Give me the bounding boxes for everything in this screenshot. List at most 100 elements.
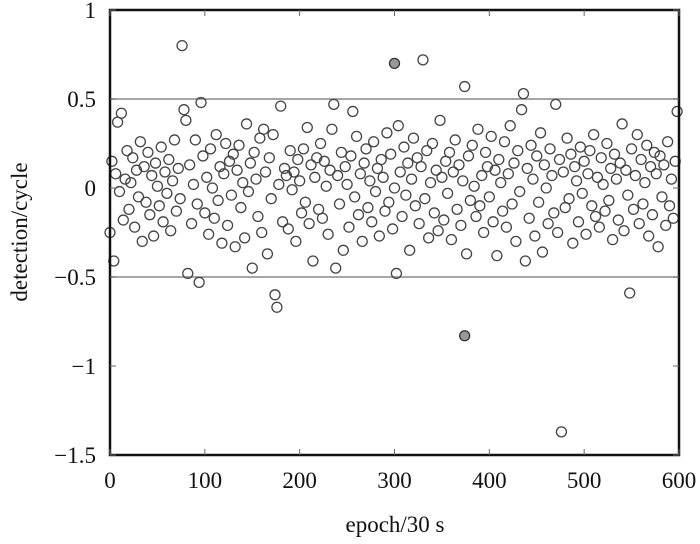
data-point — [593, 221, 605, 233]
data-point — [436, 171, 448, 183]
data-point — [218, 168, 230, 180]
data-point — [349, 191, 361, 203]
reference-lines — [110, 98, 679, 278]
data-point — [588, 128, 600, 141]
data-point — [265, 193, 277, 205]
data-point — [421, 144, 433, 157]
data-point — [159, 166, 171, 178]
data-point — [125, 177, 137, 189]
data-point — [184, 159, 196, 171]
data-point — [443, 146, 456, 159]
data-point — [485, 130, 497, 143]
data-point — [350, 130, 363, 143]
data-point — [624, 287, 636, 299]
data-point — [369, 185, 382, 198]
data-point — [229, 241, 241, 253]
data-point — [606, 233, 619, 246]
data-point — [500, 221, 513, 233]
data-point — [117, 214, 129, 226]
y-tick-label: 0 — [85, 176, 97, 201]
data-point — [151, 180, 164, 192]
data-point — [367, 136, 380, 148]
y-axis-label: detection/cycle — [7, 162, 32, 301]
data-point — [515, 104, 528, 116]
data-point — [149, 157, 162, 169]
data-point — [493, 153, 505, 166]
data-point — [605, 162, 617, 175]
data-point — [244, 157, 257, 169]
data-point — [665, 173, 678, 185]
data-point — [316, 212, 329, 224]
data-point — [235, 201, 247, 214]
data-point — [290, 235, 302, 248]
data-point — [267, 128, 279, 141]
plot-frame — [108, 8, 681, 457]
data-point — [337, 244, 349, 256]
data-point — [529, 230, 541, 242]
data-point — [335, 146, 348, 159]
x-axis-label: epoch/30 s — [345, 512, 444, 537]
data-point — [208, 212, 220, 224]
data-point — [487, 216, 499, 228]
y-tick-label: 0.5 — [67, 87, 96, 112]
data-point — [176, 39, 188, 52]
data-point — [331, 169, 344, 182]
data-point — [377, 171, 389, 183]
x-tick-label: 0 — [104, 468, 116, 493]
data-point — [134, 136, 146, 148]
data-point — [641, 139, 653, 151]
data-point — [663, 200, 676, 212]
data-point — [491, 249, 503, 262]
data-point — [259, 166, 272, 178]
data-point — [413, 217, 425, 230]
data-point — [563, 193, 575, 205]
x-tick-label: 500 — [567, 468, 602, 493]
data-point — [364, 175, 376, 187]
data-point — [550, 98, 562, 110]
data-point — [652, 241, 664, 253]
data-point — [495, 177, 507, 189]
data-point — [252, 210, 264, 223]
data-point — [204, 143, 217, 155]
data-point — [565, 148, 577, 160]
data-point — [297, 143, 310, 155]
data-point — [356, 235, 368, 248]
data-point — [409, 200, 422, 212]
data-point — [233, 139, 245, 151]
data-point — [553, 153, 566, 166]
data-point — [616, 118, 628, 130]
data-point — [166, 175, 179, 187]
data-point — [227, 148, 239, 160]
data-point — [106, 155, 118, 167]
data-point — [273, 178, 285, 191]
data-point — [610, 173, 623, 185]
data-point — [396, 210, 408, 223]
data-point — [326, 123, 338, 135]
data-point — [231, 164, 243, 176]
data-point — [525, 139, 537, 151]
data-point — [599, 205, 611, 217]
data-point — [419, 193, 431, 205]
data-point — [286, 184, 298, 196]
data-point — [210, 128, 222, 141]
data-point — [551, 226, 564, 239]
data-point — [197, 150, 209, 162]
data-point — [538, 159, 550, 171]
data-point — [400, 189, 412, 201]
data-point — [476, 169, 488, 182]
x-tick-labels: 0 100 200 300 400 500 600 — [104, 468, 696, 493]
data-point — [644, 160, 657, 173]
data-point — [140, 196, 152, 208]
data-point — [519, 255, 532, 267]
data-point — [398, 141, 410, 153]
data-point — [466, 139, 478, 151]
data-point — [263, 152, 275, 164]
data-point — [358, 157, 370, 169]
data-point — [455, 219, 467, 232]
data-point — [189, 134, 202, 146]
data-point — [462, 150, 475, 162]
data-point — [612, 214, 624, 226]
data-point — [578, 155, 590, 167]
data-point — [305, 159, 317, 171]
